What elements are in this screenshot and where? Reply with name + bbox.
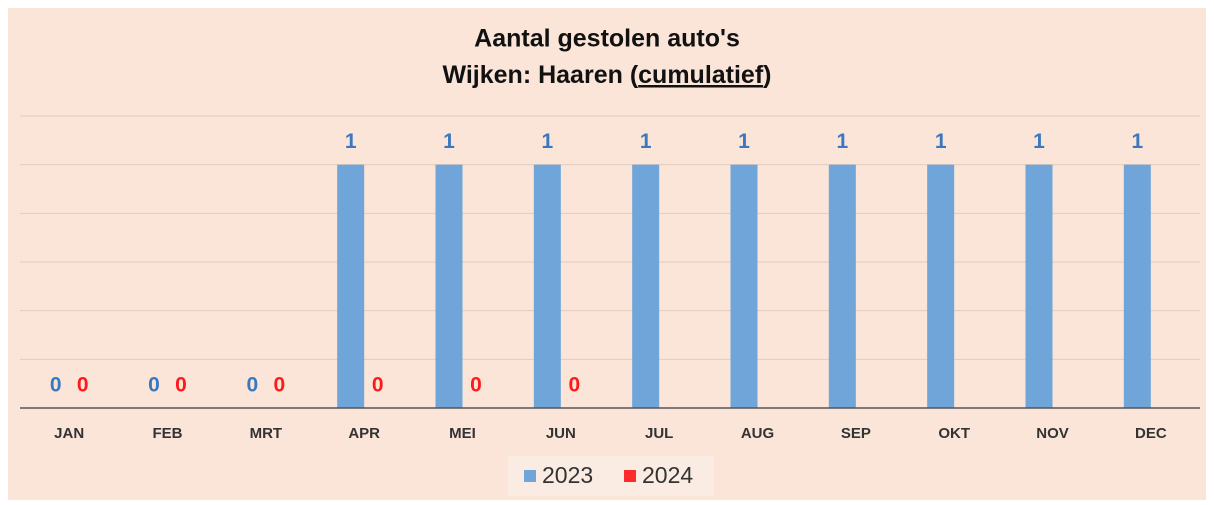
bar xyxy=(1025,164,1053,408)
data-label: 1 xyxy=(345,130,357,153)
data-label: 1 xyxy=(738,130,750,153)
data-label: 1 xyxy=(935,130,947,153)
bar xyxy=(632,164,660,408)
data-label: 0 xyxy=(470,374,482,397)
chart-background xyxy=(8,8,1206,500)
data-label: 1 xyxy=(541,130,553,153)
x-tick-label: JUN xyxy=(546,425,576,442)
x-tick-label: JAN xyxy=(54,425,84,442)
data-label: 0 xyxy=(568,374,580,397)
legend-swatch xyxy=(624,470,636,482)
bar xyxy=(730,164,758,408)
legend-label: 2024 xyxy=(642,462,693,488)
x-tick-label: DEC xyxy=(1135,425,1167,442)
data-label: 0 xyxy=(246,374,258,397)
x-tick-label: APR xyxy=(348,425,380,442)
legend-box xyxy=(508,456,714,496)
data-label: 1 xyxy=(1033,130,1045,153)
x-tick-label: SEP xyxy=(841,425,871,442)
x-tick-label: NOV xyxy=(1036,425,1069,442)
data-label: 0 xyxy=(273,374,285,397)
bar xyxy=(1123,164,1151,408)
data-label: 1 xyxy=(443,130,455,153)
data-label: 0 xyxy=(50,374,62,397)
bar xyxy=(927,164,955,408)
data-label: 1 xyxy=(1131,130,1143,153)
chart-title: Aantal gestolen auto's xyxy=(474,25,740,53)
chart-subtitle: Wijken: Haaren (cumulatief) xyxy=(442,61,771,89)
x-tick-label: OKT xyxy=(938,425,970,442)
x-tick-label: AUG xyxy=(741,425,774,442)
bar xyxy=(337,164,365,408)
data-label: 0 xyxy=(175,374,187,397)
x-tick-label: MRT xyxy=(250,425,283,442)
legend-label: 2023 xyxy=(542,462,593,488)
legend-swatch xyxy=(524,470,536,482)
data-label: 0 xyxy=(372,374,384,397)
x-tick-label: JUL xyxy=(645,425,673,442)
bar xyxy=(533,164,561,408)
data-label: 1 xyxy=(836,130,848,153)
bar xyxy=(435,164,463,408)
bar xyxy=(828,164,856,408)
x-tick-label: MEI xyxy=(449,425,476,442)
data-label: 0 xyxy=(77,374,89,397)
data-label: 1 xyxy=(640,130,652,153)
data-label: 0 xyxy=(148,374,160,397)
x-tick-label: FEB xyxy=(153,425,183,442)
